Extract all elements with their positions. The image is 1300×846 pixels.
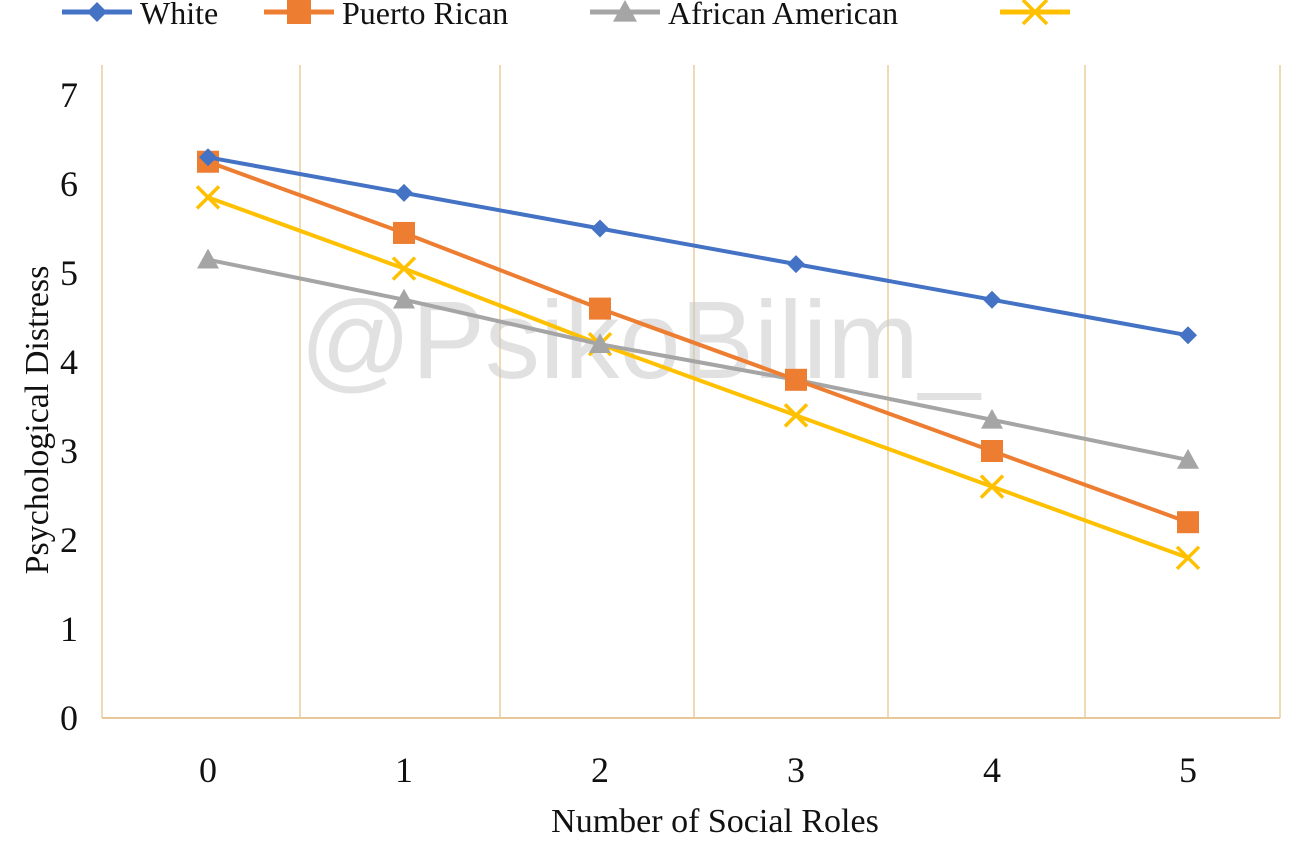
data-point-triangle <box>1177 448 1199 469</box>
series-path <box>207 195 1189 560</box>
x-tick-label: 4 <box>983 750 1001 790</box>
legend-item: White <box>62 0 218 31</box>
series-path <box>207 155 1189 338</box>
data-point-x <box>783 403 809 428</box>
x-tick-label: 0 <box>199 750 217 790</box>
y-tick-labels: 0 1 2 3 4 5 6 7 <box>60 75 78 738</box>
y-tick-label: 0 <box>60 698 78 738</box>
y-tick-label: 2 <box>60 520 78 560</box>
data-point-diamond <box>1179 326 1197 345</box>
watermark: @PsikoBilim_ <box>300 279 982 402</box>
data-point-triangle <box>393 288 415 309</box>
x-axis-title: Number of Social Roles <box>551 803 879 840</box>
x-tick-label: 2 <box>591 750 609 790</box>
data-point-square <box>589 297 611 320</box>
legend-label: White <box>140 0 218 31</box>
data-point-triangle <box>197 248 219 269</box>
y-axis-title: Psychological Distress <box>19 266 56 575</box>
series-line <box>199 148 1197 345</box>
x-tick-labels: 0 1 2 3 4 5 <box>199 750 1197 790</box>
data-point-triangle <box>613 0 637 22</box>
series-path <box>207 159 1189 525</box>
data-point-diamond <box>87 2 107 22</box>
series-layer <box>195 148 1201 571</box>
y-tick-label: 5 <box>60 253 78 293</box>
x-tick-label: 5 <box>1179 750 1197 790</box>
data-point-square <box>785 368 807 391</box>
data-point-diamond <box>395 183 413 202</box>
x-tick-label: 1 <box>395 750 413 790</box>
y-tick-label: 1 <box>60 609 78 649</box>
y-tick-label: 7 <box>60 75 78 115</box>
data-point-square <box>981 440 1003 462</box>
legend-item: African American <box>590 0 898 31</box>
legend: White Puerto Rican African American <box>62 0 1070 31</box>
legend-label: Puerto Rican <box>342 0 508 31</box>
legend-label: African American <box>668 0 898 31</box>
legend-item: Puerto Rican <box>264 0 508 31</box>
y-tick-label: 6 <box>60 164 78 204</box>
data-point-x <box>1021 0 1049 26</box>
y-tick-label: 3 <box>60 431 78 471</box>
data-point-diamond <box>787 255 805 274</box>
data-point-square <box>393 221 415 244</box>
data-point-x <box>1175 545 1201 571</box>
y-tick-label: 4 <box>60 342 78 382</box>
data-point-diamond <box>591 219 609 238</box>
data-point-triangle <box>981 408 1003 429</box>
data-point-diamond <box>199 148 217 167</box>
x-tick-label: 3 <box>787 750 805 790</box>
series-line <box>197 150 1199 534</box>
data-point-square <box>287 0 311 24</box>
data-point-x <box>195 185 221 210</box>
data-point-x <box>391 256 417 281</box>
data-point-triangle <box>589 333 611 353</box>
series-path <box>207 257 1189 462</box>
data-point-square <box>1177 511 1199 534</box>
data-point-x <box>979 474 1005 499</box>
data-point-diamond <box>983 290 1001 309</box>
legend-item <box>1000 0 1070 26</box>
